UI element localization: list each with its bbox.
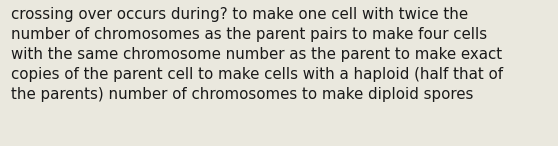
Text: crossing over occurs during? to make one cell with twice the
number of chromosom: crossing over occurs during? to make one… [11,7,503,102]
